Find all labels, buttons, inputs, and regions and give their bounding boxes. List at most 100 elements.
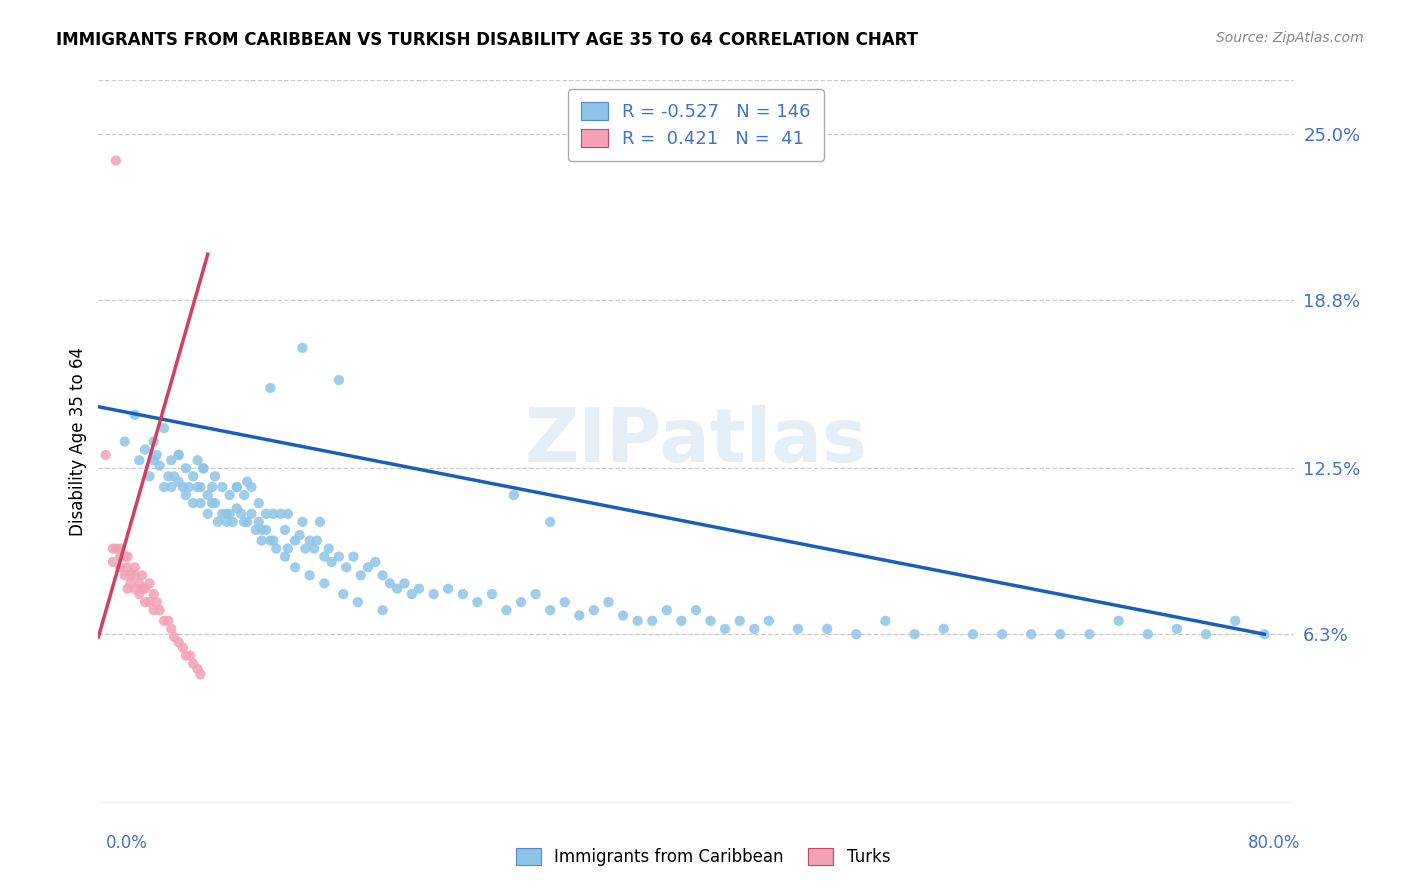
Point bbox=[201, 496, 224, 510]
Point bbox=[110, 560, 132, 574]
Point bbox=[350, 568, 373, 582]
Point bbox=[240, 507, 263, 521]
Point bbox=[190, 667, 212, 681]
Point bbox=[294, 541, 316, 556]
Point bbox=[124, 560, 146, 574]
Point bbox=[128, 576, 150, 591]
Text: 80.0%: 80.0% bbox=[1249, 834, 1301, 852]
Point bbox=[342, 549, 364, 564]
Point bbox=[138, 595, 160, 609]
Point bbox=[134, 595, 156, 609]
Point bbox=[124, 408, 146, 422]
Point bbox=[225, 480, 247, 494]
Point bbox=[160, 480, 183, 494]
Point bbox=[157, 614, 180, 628]
Point bbox=[104, 541, 127, 556]
Point bbox=[408, 582, 430, 596]
Point bbox=[114, 549, 136, 564]
Point bbox=[875, 614, 897, 628]
Point bbox=[110, 541, 132, 556]
Point bbox=[172, 640, 194, 655]
Point bbox=[101, 555, 124, 569]
Point bbox=[207, 515, 229, 529]
Point bbox=[1019, 627, 1042, 641]
Point bbox=[815, 622, 838, 636]
Point bbox=[298, 533, 321, 548]
Point bbox=[274, 523, 297, 537]
Point bbox=[274, 549, 297, 564]
Point bbox=[262, 507, 284, 521]
Legend: Immigrants from Caribbean, Turks: Immigrants from Caribbean, Turks bbox=[509, 841, 897, 873]
Point bbox=[138, 469, 160, 483]
Point bbox=[233, 515, 256, 529]
Point bbox=[172, 480, 194, 494]
Point bbox=[932, 622, 955, 636]
Point bbox=[259, 381, 281, 395]
Point bbox=[181, 657, 204, 671]
Point bbox=[204, 496, 226, 510]
Point bbox=[742, 622, 765, 636]
Point bbox=[211, 480, 233, 494]
Point bbox=[190, 496, 212, 510]
Point bbox=[134, 582, 156, 596]
Point bbox=[131, 582, 153, 596]
Point bbox=[284, 533, 307, 548]
Point bbox=[284, 560, 307, 574]
Point bbox=[1253, 627, 1275, 641]
Point bbox=[1078, 627, 1101, 641]
Point bbox=[524, 587, 547, 601]
Point bbox=[655, 603, 678, 617]
Point bbox=[787, 622, 810, 636]
Point bbox=[728, 614, 751, 628]
Point bbox=[254, 523, 277, 537]
Point bbox=[357, 560, 380, 574]
Point bbox=[174, 488, 197, 502]
Point bbox=[335, 560, 357, 574]
Point bbox=[758, 614, 780, 628]
Point bbox=[328, 549, 350, 564]
Point bbox=[160, 622, 183, 636]
Point bbox=[568, 608, 591, 623]
Point bbox=[225, 480, 247, 494]
Point bbox=[177, 480, 200, 494]
Point bbox=[845, 627, 868, 641]
Point bbox=[332, 587, 354, 601]
Legend: R = -0.527   N = 146, R =  0.421   N =  41: R = -0.527 N = 146, R = 0.421 N = 41 bbox=[568, 89, 824, 161]
Point bbox=[145, 448, 167, 462]
Point bbox=[233, 488, 256, 502]
Text: 0.0%: 0.0% bbox=[105, 834, 148, 852]
Point bbox=[114, 568, 136, 582]
Point bbox=[167, 475, 190, 489]
Point bbox=[991, 627, 1014, 641]
Point bbox=[167, 635, 190, 649]
Point bbox=[502, 488, 524, 502]
Point bbox=[153, 614, 176, 628]
Point bbox=[318, 541, 340, 556]
Point bbox=[236, 515, 259, 529]
Point bbox=[211, 507, 233, 521]
Text: IMMIGRANTS FROM CARIBBEAN VS TURKISH DISABILITY AGE 35 TO 64 CORRELATION CHART: IMMIGRANTS FROM CARIBBEAN VS TURKISH DIS… bbox=[56, 31, 918, 49]
Point bbox=[142, 587, 165, 601]
Point bbox=[364, 555, 387, 569]
Point bbox=[231, 507, 253, 521]
Point bbox=[1166, 622, 1188, 636]
Point bbox=[347, 595, 370, 609]
Point bbox=[120, 576, 142, 591]
Point bbox=[167, 448, 190, 462]
Point bbox=[277, 541, 299, 556]
Point bbox=[554, 595, 576, 609]
Point bbox=[179, 648, 201, 663]
Point bbox=[114, 434, 136, 449]
Point bbox=[305, 533, 328, 548]
Point bbox=[314, 549, 336, 564]
Point bbox=[153, 480, 176, 494]
Point bbox=[218, 488, 240, 502]
Point bbox=[128, 587, 150, 601]
Point bbox=[117, 549, 139, 564]
Point bbox=[117, 582, 139, 596]
Point bbox=[302, 541, 325, 556]
Point bbox=[153, 421, 176, 435]
Point bbox=[104, 153, 127, 168]
Point bbox=[124, 568, 146, 582]
Point bbox=[197, 488, 219, 502]
